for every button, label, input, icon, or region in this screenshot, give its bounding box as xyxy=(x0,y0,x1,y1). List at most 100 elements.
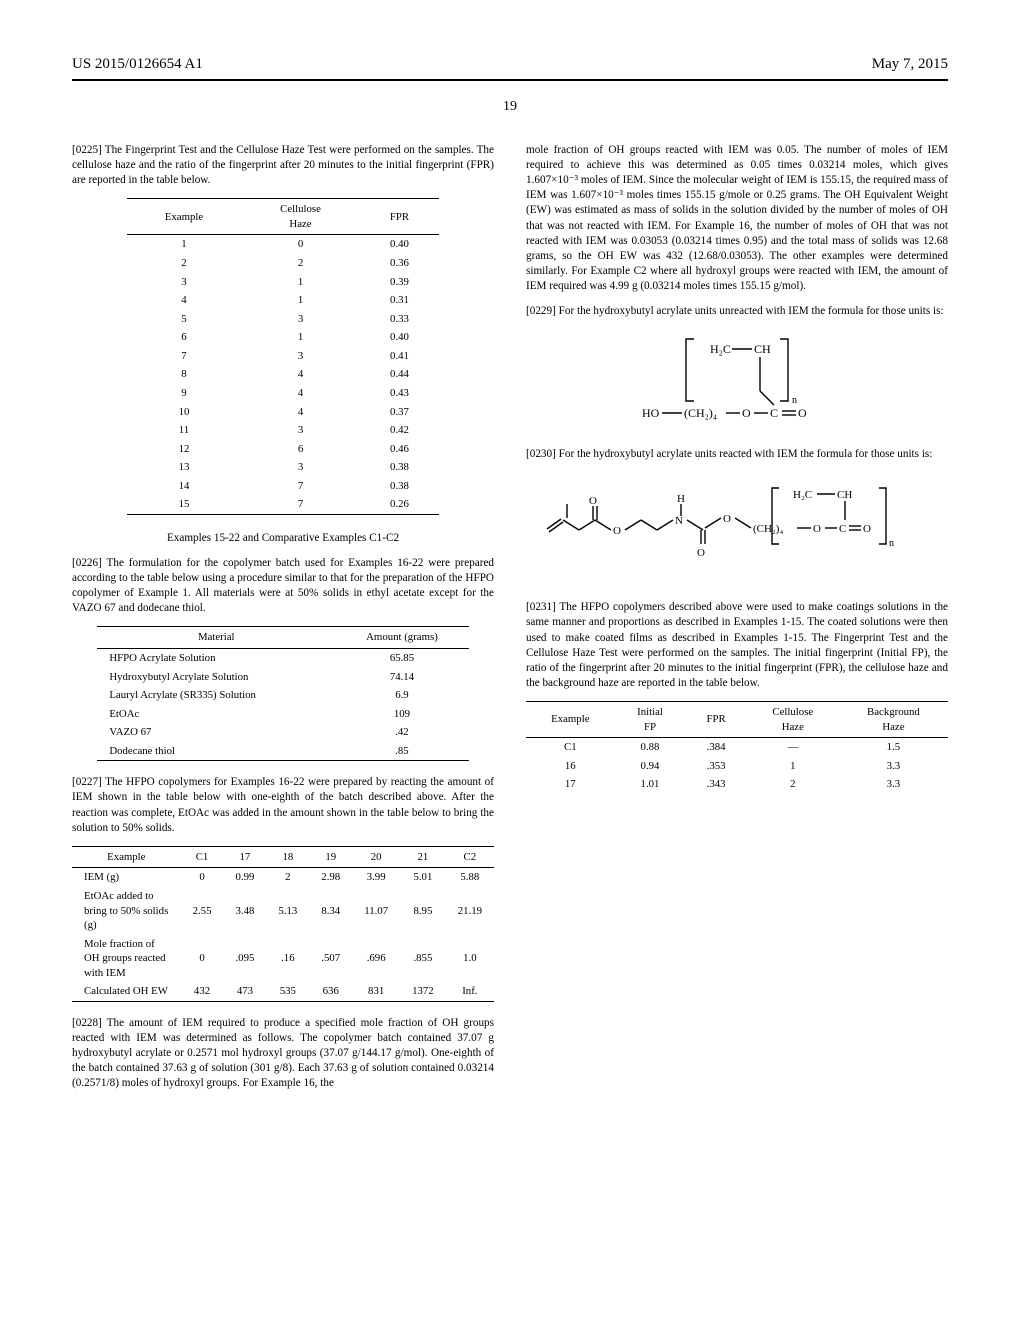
table-cell: 8.95 xyxy=(400,887,446,935)
table-cell: .42 xyxy=(335,723,468,742)
table-cell: 0.33 xyxy=(360,310,439,329)
th-example: Example xyxy=(127,199,241,235)
table-cell: 5.01 xyxy=(400,868,446,887)
table-cell: 11 xyxy=(127,421,241,440)
table-cell: Inf. xyxy=(446,982,494,1001)
publication-date: May 7, 2015 xyxy=(872,56,948,73)
table-cell: 0 xyxy=(241,235,360,254)
table-cell: .353 xyxy=(685,757,746,776)
table-cell: 1 xyxy=(747,757,839,776)
table-cell: HFPO Acrylate Solution xyxy=(97,649,335,668)
table-header: 17 xyxy=(223,846,266,868)
table-cell: Hydroxybutyl Acrylate Solution xyxy=(97,668,335,687)
table-cell: — xyxy=(747,738,839,757)
table-cell: 2 xyxy=(127,254,241,273)
table-cell: Calculated OH EW xyxy=(72,982,181,1001)
table-cell: .095 xyxy=(223,935,266,983)
table-cell: 0 xyxy=(181,935,224,983)
table-cell: 9 xyxy=(127,384,241,403)
table-cell: 11.07 xyxy=(352,887,400,935)
table-cell: 0.41 xyxy=(360,347,439,366)
column-left: [0225] The Fingerprint Test and the Cell… xyxy=(72,143,494,1101)
table-cell: 14 xyxy=(127,477,241,496)
svg-text:O: O xyxy=(697,547,705,559)
table-cell: 0.46 xyxy=(360,440,439,459)
table-cell: 0.88 xyxy=(615,738,686,757)
table-cell: 0.39 xyxy=(360,273,439,292)
table-cell: 3 xyxy=(127,273,241,292)
svg-text:O: O xyxy=(742,406,751,420)
table-cell: 1 xyxy=(241,273,360,292)
table-cell: 74.14 xyxy=(335,668,468,687)
table-cellulose-haze: Example CelluloseHaze FPR 100.40220.3631… xyxy=(127,198,439,515)
table-cell: Mole fraction of OH groups reacted with … xyxy=(72,935,181,983)
svg-text:HO: HO xyxy=(642,406,660,420)
table-cell: 13 xyxy=(127,458,241,477)
svg-text:CH: CH xyxy=(754,342,771,356)
table-cell: 0.44 xyxy=(360,365,439,384)
svg-text:H: H xyxy=(677,493,685,505)
th-bhaze: BackgroundHaze xyxy=(839,701,948,737)
svg-text:O: O xyxy=(798,406,807,420)
th-haze: CelluloseHaze xyxy=(241,199,360,235)
table-materials: Material Amount (grams) HFPO Acrylate So… xyxy=(97,626,468,761)
table-cell: 831 xyxy=(352,982,400,1001)
table-cell: C1 xyxy=(526,738,615,757)
svg-text:O: O xyxy=(723,513,731,525)
table-cell: 65.85 xyxy=(335,649,468,668)
table-cell: 0.31 xyxy=(360,291,439,310)
svg-text:(CH₂)₄: (CH₂)₄ xyxy=(753,523,783,535)
table-cell: 5.13 xyxy=(266,887,309,935)
table-cell: 3 xyxy=(241,421,360,440)
table-cell: .384 xyxy=(685,738,746,757)
table-cell: 3 xyxy=(241,347,360,366)
table-cell: 2 xyxy=(241,254,360,273)
table-cell: 0.40 xyxy=(360,328,439,347)
para-0225: [0225] The Fingerprint Test and the Cell… xyxy=(72,143,494,188)
table-cell: 0.37 xyxy=(360,403,439,422)
publication-number: US 2015/0126654 A1 xyxy=(72,56,203,73)
table-cell: 5.88 xyxy=(446,868,494,887)
table-cell: 109 xyxy=(335,705,468,724)
table-cell: 16 xyxy=(526,757,615,776)
para-0226: [0226] The formulation for the copolymer… xyxy=(72,556,494,616)
svg-text:C: C xyxy=(839,523,846,535)
svg-text:(CH₂)₄: (CH₂)₄ xyxy=(684,406,717,420)
two-column-layout: [0225] The Fingerprint Test and the Cell… xyxy=(72,143,948,1101)
table-cell: 3.3 xyxy=(839,757,948,776)
table-cell: 2.98 xyxy=(309,868,352,887)
table-cell: 7 xyxy=(241,495,360,514)
para-0230: [0230] For the hydroxybutyl acrylate uni… xyxy=(526,447,948,462)
th-fpr: FPR xyxy=(360,199,439,235)
table-cell: 0.26 xyxy=(360,495,439,514)
table-cell: EtOAc added to bring to 50% solids (g) xyxy=(72,887,181,935)
table-cell: 1 xyxy=(127,235,241,254)
th-ifp: InitialFP xyxy=(615,701,686,737)
table-cell: .343 xyxy=(685,775,746,794)
table-cell: 8 xyxy=(127,365,241,384)
table-cell: 1.01 xyxy=(615,775,686,794)
table-header: C1 xyxy=(181,846,224,868)
table-header: C2 xyxy=(446,846,494,868)
column-right: mole fraction of OH groups reacted with … xyxy=(526,143,948,1101)
table-cell: 1.0 xyxy=(446,935,494,983)
table-cell: 3.48 xyxy=(223,887,266,935)
table-cell: 1372 xyxy=(400,982,446,1001)
table-cell: 0.36 xyxy=(360,254,439,273)
th-material: Material xyxy=(97,627,335,649)
svg-text:O: O xyxy=(863,523,871,535)
svg-text:CH: CH xyxy=(837,489,852,501)
table-header: 18 xyxy=(266,846,309,868)
examples-heading: Examples 15-22 and Comparative Examples … xyxy=(72,531,494,546)
table-cell: .696 xyxy=(352,935,400,983)
table-cell: 7 xyxy=(127,347,241,366)
table-cell: 0 xyxy=(181,868,224,887)
table-cell: 3.3 xyxy=(839,775,948,794)
table-final-results: Example InitialFP FPR CelluloseHaze Back… xyxy=(526,701,948,794)
table-header: 19 xyxy=(309,846,352,868)
table-cell: 0.42 xyxy=(360,421,439,440)
svg-text:C: C xyxy=(770,406,778,420)
table-cell: 4 xyxy=(127,291,241,310)
table-cell: 4 xyxy=(241,365,360,384)
svg-text:N: N xyxy=(675,515,683,527)
